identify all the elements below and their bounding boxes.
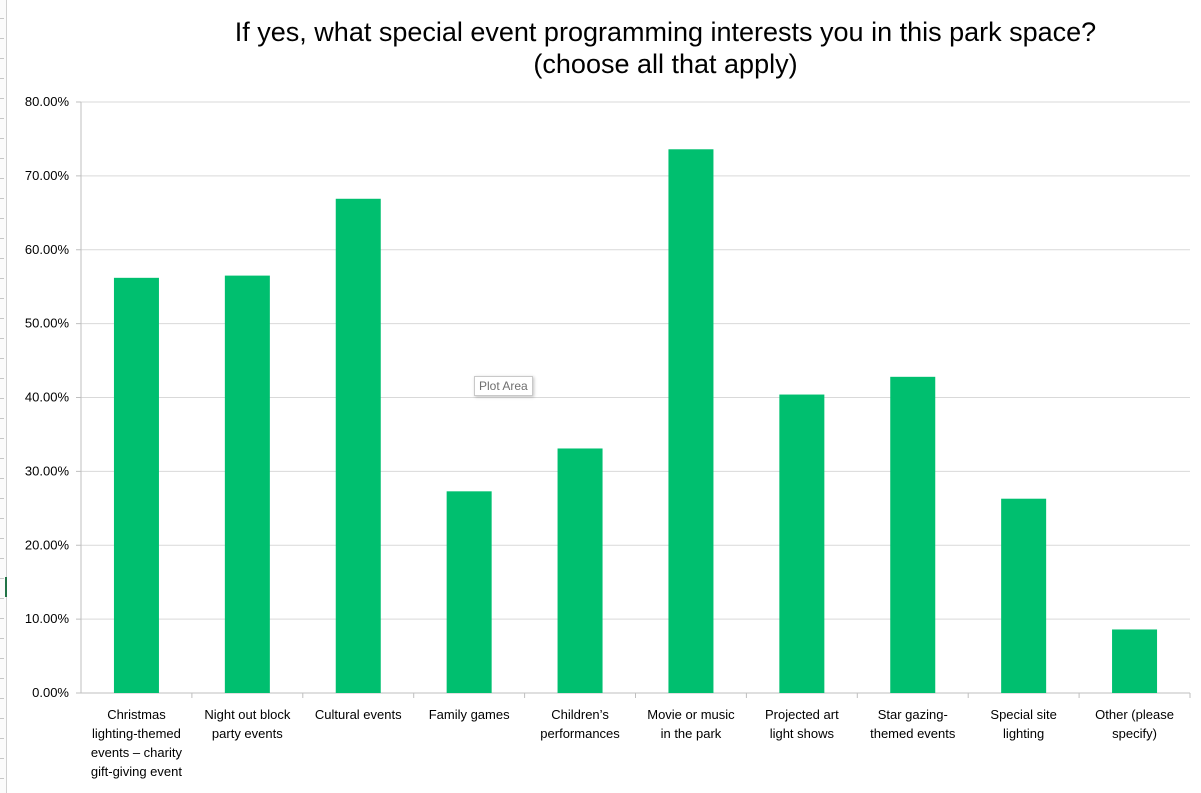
x-tick-label: Cultural events bbox=[315, 707, 402, 722]
y-tick-label: 60.00% bbox=[25, 242, 70, 257]
y-axis-tick-labels: 0.00% 10.00% 20.00% 30.00% 40.00% 50.00% 60.00… bbox=[25, 94, 70, 700]
y-tick-label: 20.00% bbox=[25, 537, 70, 552]
y-tick-label: 80.00% bbox=[25, 94, 70, 109]
bars[interactable] bbox=[114, 149, 1157, 693]
bar[interactable] bbox=[114, 278, 159, 693]
x-tick-label: Projected art light shows bbox=[765, 707, 839, 741]
bar[interactable] bbox=[447, 491, 492, 693]
bar[interactable] bbox=[336, 199, 381, 693]
y-tick-label: 10.00% bbox=[25, 611, 70, 626]
bar[interactable] bbox=[668, 149, 713, 693]
bar[interactable] bbox=[225, 276, 270, 693]
x-tick-label: Family games bbox=[429, 707, 510, 722]
x-tick-label: Children’s performances bbox=[540, 707, 620, 741]
bar[interactable] bbox=[779, 395, 824, 693]
y-tick-label: 40.00% bbox=[25, 390, 70, 405]
x-tick-label: Christmas lighting-themed events – charity… bbox=[91, 707, 183, 779]
y-tick-label: 70.00% bbox=[25, 168, 70, 183]
plot-area-tooltip: Plot Area bbox=[474, 376, 533, 396]
x-tick-label: Other (please specify) bbox=[1095, 707, 1174, 741]
y-tick-label: 30.00% bbox=[25, 463, 70, 478]
y-tick-label: 50.00% bbox=[25, 316, 70, 331]
bar[interactable] bbox=[1001, 499, 1046, 693]
x-tick-label: Movie or music in the park bbox=[647, 707, 735, 741]
x-tick-label: Star gazing-themed events bbox=[870, 707, 956, 741]
bar[interactable] bbox=[558, 448, 603, 693]
bar[interactable] bbox=[890, 377, 935, 693]
bar[interactable] bbox=[1112, 629, 1157, 693]
y-tick-label: 0.00% bbox=[32, 685, 69, 700]
x-tick-label: Night out block party events bbox=[204, 707, 290, 741]
x-axis-tick-labels: Christmas lighting-themed events – charity… bbox=[91, 707, 1174, 779]
x-tick-label: Special site lighting bbox=[990, 707, 1056, 741]
